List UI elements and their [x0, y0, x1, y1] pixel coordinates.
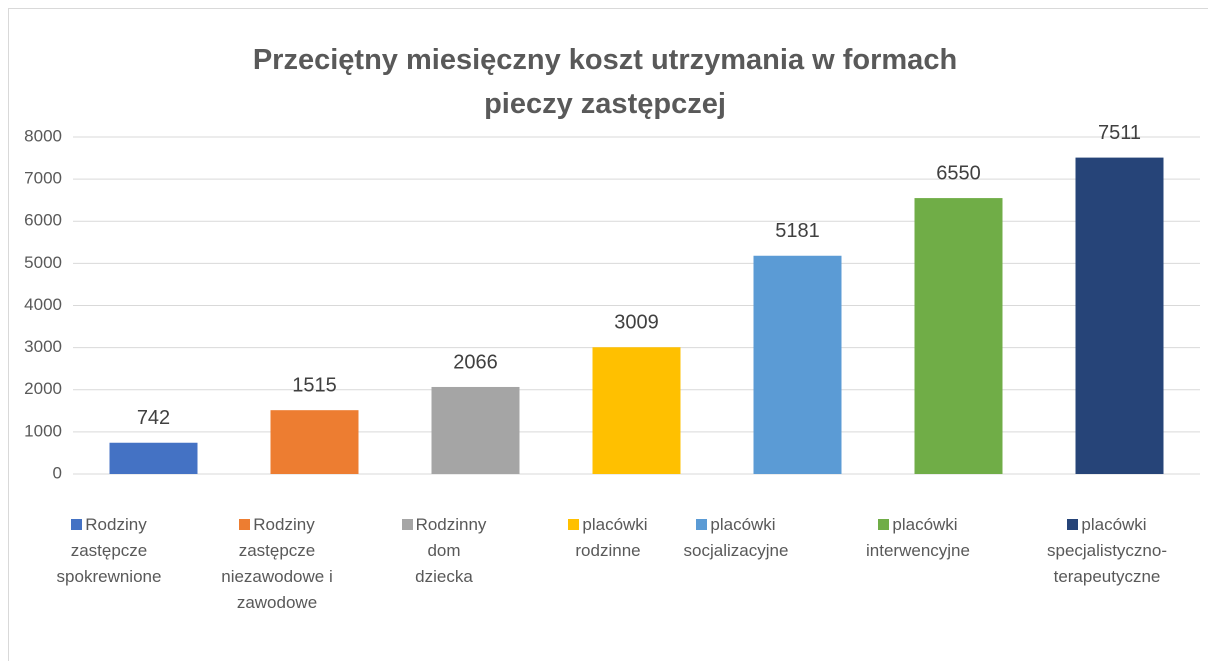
legend-swatch [239, 519, 251, 530]
data-label: 3009 [614, 312, 659, 334]
chart-frame [8, 8, 1208, 661]
y-tick-label: 0 [53, 463, 62, 482]
chart-title: Przeciętny miesięczny koszt utrzymania w… [252, 44, 958, 120]
legend-label: Rodziny zastępcze niezawodowe i zawodowe [221, 515, 333, 612]
legend-item: placówki socjalizacyjne [666, 512, 806, 564]
y-tick-label: 7000 [24, 169, 62, 188]
bar [431, 386, 520, 474]
data-label: 6550 [936, 162, 981, 184]
legend-swatch [1067, 519, 1079, 530]
bar [109, 442, 198, 474]
y-tick-label: 8000 [24, 126, 62, 145]
legend-item: Rodziny zastępcze spokrewnione [33, 512, 185, 590]
legend-swatch [401, 519, 413, 530]
bar [753, 255, 842, 474]
legend-label: Rodzinny dom dziecka [415, 515, 487, 586]
legend-label: placówki specjalistyczno-terapeutyczne [1047, 515, 1167, 586]
legend-swatch [878, 519, 890, 530]
legend-item: Rodzinny dom dziecka [398, 512, 490, 590]
legend-item: placówki interwencyjne [848, 512, 988, 564]
bar [592, 347, 681, 474]
legend-swatch [71, 519, 83, 530]
data-label: 5181 [775, 220, 820, 242]
bar [270, 410, 359, 474]
legend-label: placówki interwencyjne [866, 515, 970, 560]
y-tick-label: 5000 [24, 253, 62, 272]
y-tick-label: 3000 [24, 337, 62, 356]
legend-label: placówki socjalizacyjne [683, 515, 789, 560]
y-tick-label: 2000 [24, 379, 62, 398]
legend-swatch [568, 519, 580, 530]
legend-item: placówki rodzinne [562, 512, 654, 564]
y-tick-label: 6000 [24, 211, 62, 230]
data-label: 2066 [453, 351, 498, 373]
data-label: 742 [137, 407, 170, 429]
legend-label: placówki rodzinne [575, 515, 648, 560]
y-tick-label: 4000 [24, 295, 62, 314]
legend-label: Rodziny zastępcze spokrewnione [56, 515, 162, 586]
bar [914, 198, 1003, 475]
legend-item: Rodziny zastępcze niezawodowe i zawodowe [216, 512, 338, 616]
data-label: 7511 [1098, 122, 1141, 144]
y-tick-label: 1000 [24, 421, 62, 440]
legend-swatch [696, 519, 708, 530]
legend-item: placówki specjalistyczno-terapeutyczne [1032, 512, 1182, 590]
data-label: 1515 [292, 374, 337, 396]
bar [1075, 157, 1164, 474]
